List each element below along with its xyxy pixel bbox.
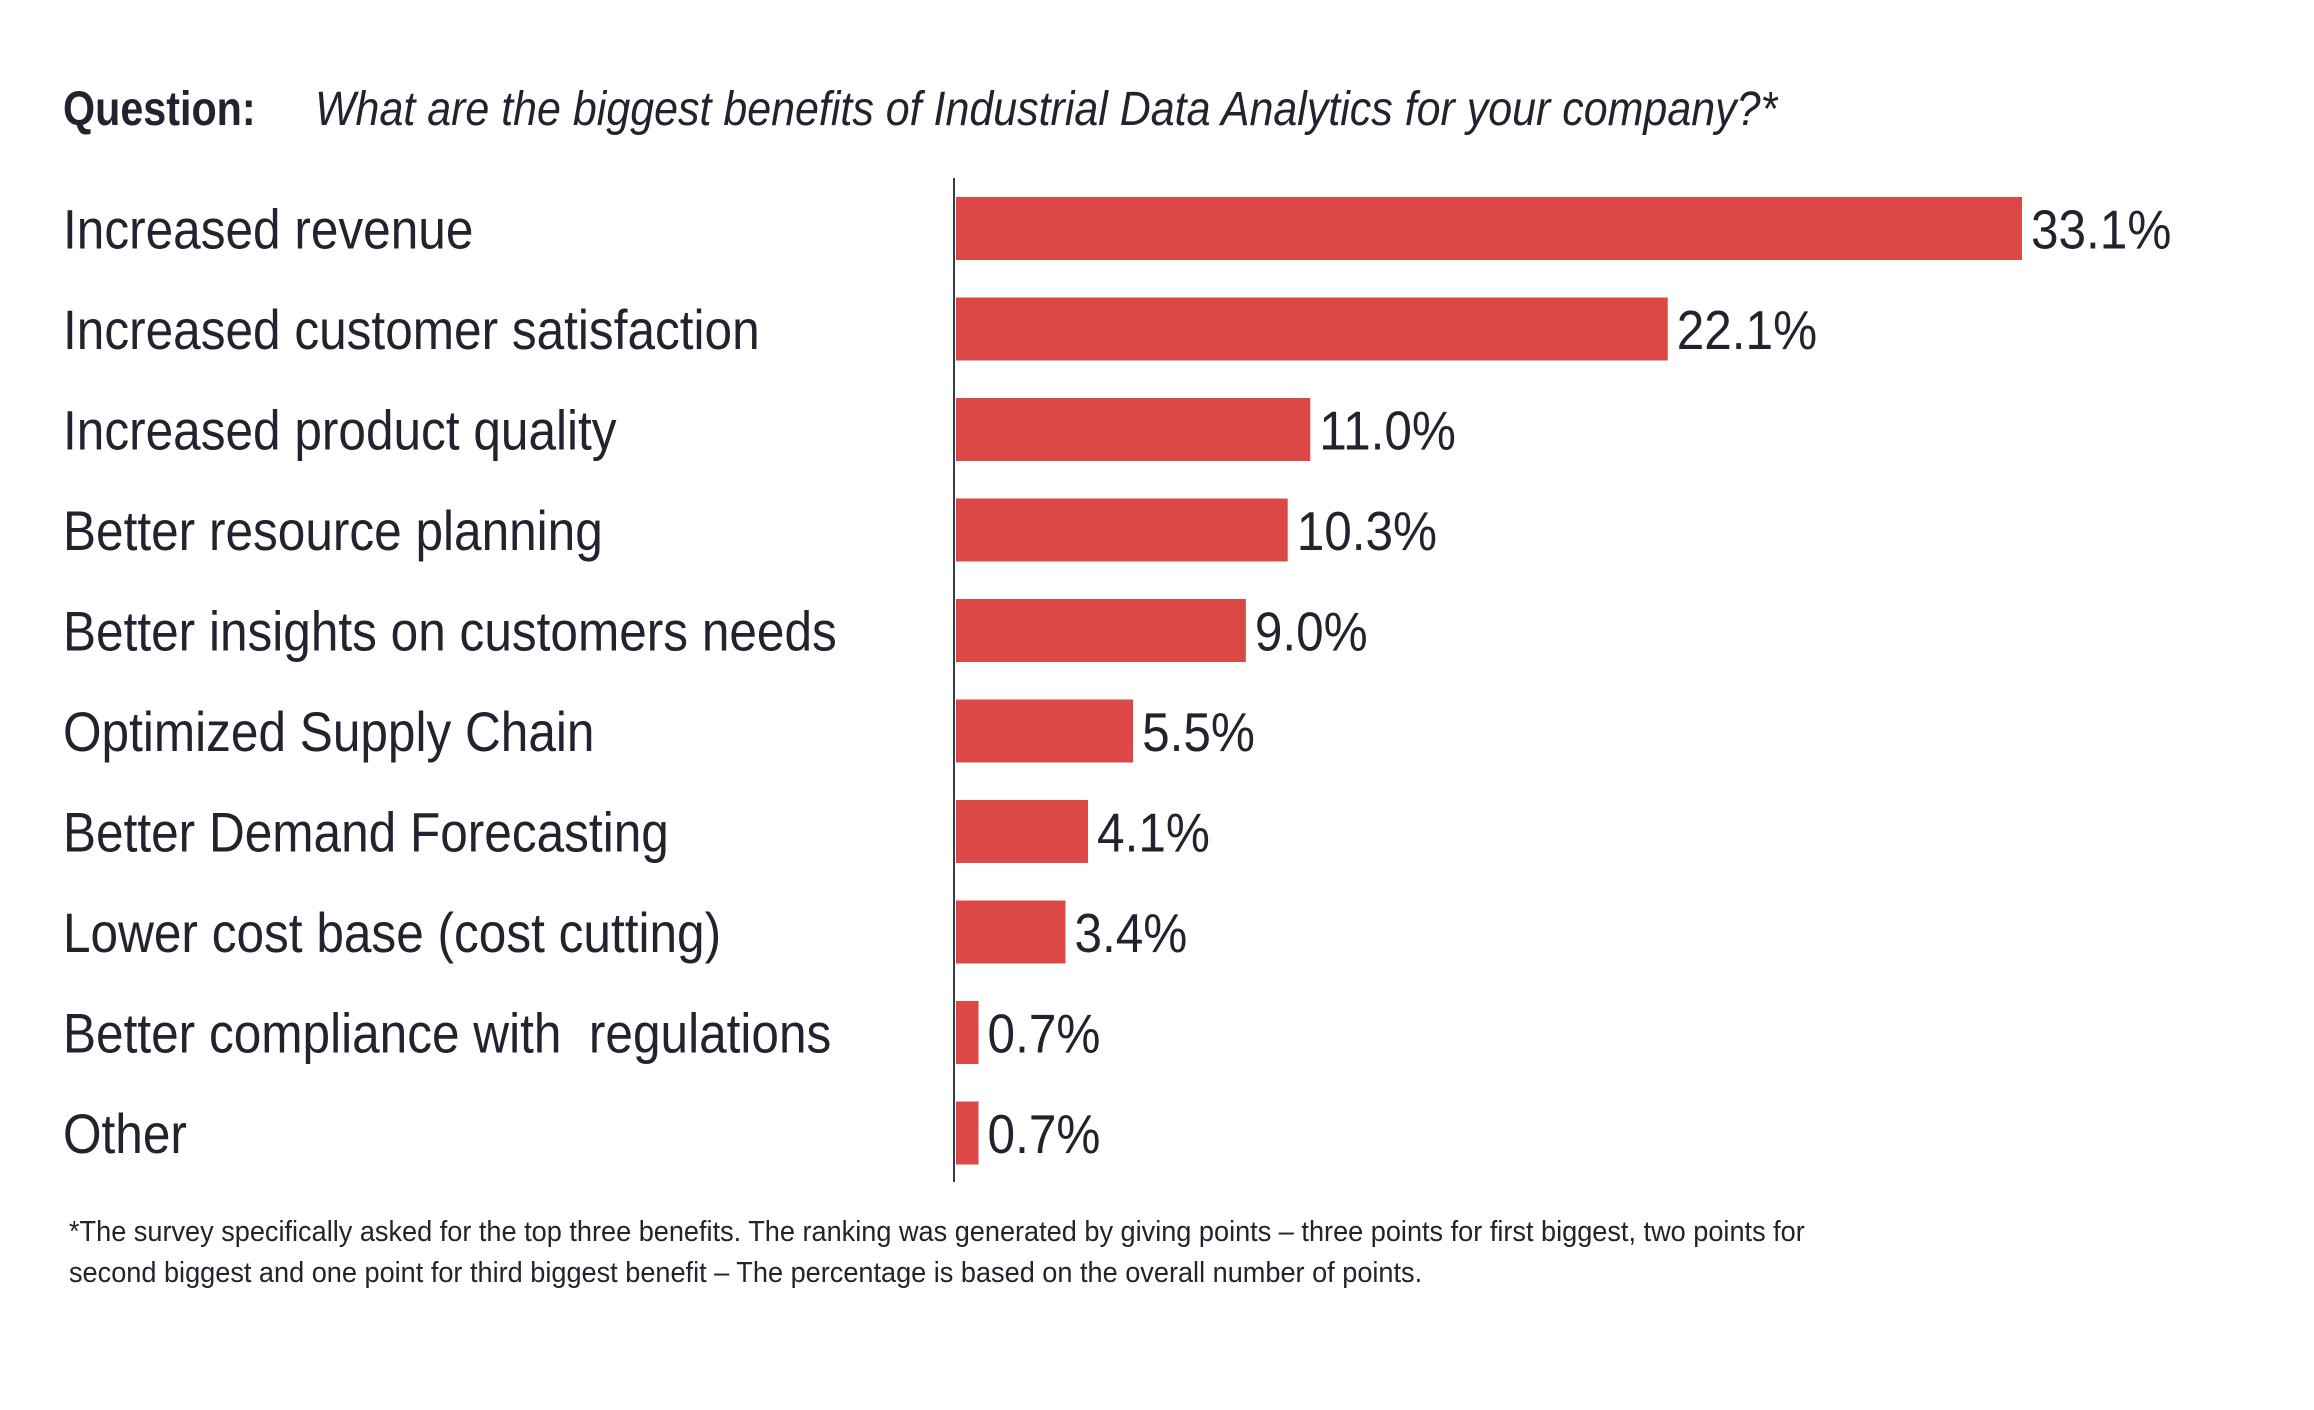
category-labels-group: Increased revenue Increased customer sati… [63, 199, 837, 1166]
bar-4 [956, 498, 1288, 562]
bars-group [956, 197, 2022, 1165]
category-label: Better Demand Forecasting [63, 802, 669, 864]
value-label: 33.1% [2031, 200, 2171, 261]
value-label: 11.0% [1319, 401, 1456, 462]
bar-2 [956, 297, 1668, 361]
value-label: 4.1% [1097, 803, 1210, 864]
bar-9 [956, 1001, 979, 1064]
value-label: 0.7% [988, 1004, 1101, 1065]
footnote: *The survey specifically asked for the t… [69, 1212, 1805, 1294]
bar-10 [956, 1101, 979, 1165]
value-label: 5.5% [1142, 703, 1255, 764]
category-label: Increased product quality [63, 400, 617, 462]
value-label: 10.3% [1297, 502, 1437, 563]
bar-5 [956, 599, 1246, 662]
value-label: 0.7% [988, 1105, 1101, 1166]
category-label: Increased customer satisfaction [63, 299, 760, 361]
category-label: Increased revenue [63, 199, 473, 261]
question-text: What are the biggest benefits of Industr… [315, 83, 1778, 136]
value-label: 9.0% [1255, 602, 1368, 663]
bar-6 [956, 699, 1134, 763]
category-label: Better resource planning [63, 500, 603, 562]
value-label: 22.1% [1677, 301, 1817, 362]
category-label: Optimized Supply Chain [63, 701, 594, 763]
category-label: Lower cost base (cost cutting) [63, 902, 721, 964]
value-label: 3.4% [1074, 904, 1187, 965]
question-label: Question: [63, 83, 256, 136]
bar-3 [956, 398, 1311, 461]
category-label: Better compliance with regulations [63, 1003, 831, 1065]
footnote-line-1: *The survey specifically asked for the t… [69, 1216, 1805, 1248]
bar-1 [956, 197, 2022, 260]
bar-7 [956, 800, 1089, 863]
bar-8 [956, 900, 1066, 964]
category-label: Better insights on customers needs [63, 601, 837, 663]
footnote-line-2: second biggest and one point for third b… [69, 1257, 1423, 1289]
category-label: Other [63, 1103, 187, 1165]
value-labels-group: 33.1% 22.1% 11.0% 10.3% 9.0%5.5% 4.1% 3.4% 0.7%… [988, 200, 2172, 1165]
